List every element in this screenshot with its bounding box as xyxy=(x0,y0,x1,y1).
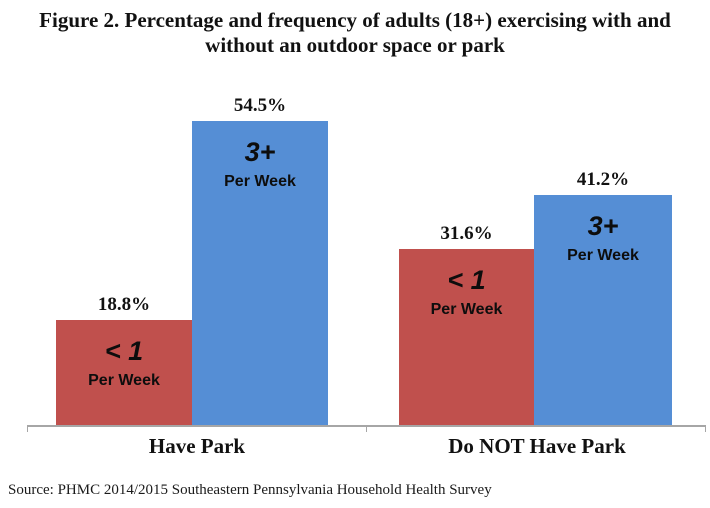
x-axis-tick-middle xyxy=(366,425,367,432)
bar-frequency-sublabel: Per Week xyxy=(224,173,296,191)
bar-frequency-sublabel: Per Week xyxy=(567,247,639,265)
x-axis-tick-left xyxy=(27,425,28,432)
bar-frequency-label: < 1 xyxy=(104,336,144,366)
bar-frequency-label: < 1 xyxy=(447,265,486,295)
x-axis-tick-right xyxy=(705,425,706,432)
value-label: 31.6% xyxy=(440,223,493,244)
bar-group-have-park-three-plus: 54.5% 3+ Per Week xyxy=(192,80,328,425)
chart-title: Figure 2. Percentage and frequency of ad… xyxy=(39,8,671,57)
value-label: 41.2% xyxy=(576,169,630,190)
bar-less-than-1-no-park: < 1 Per Week xyxy=(399,249,534,425)
bar-group-have-park-less-than-1: 18.8% < 1 Per Week xyxy=(56,80,192,425)
bar-frequency-label: 3+ xyxy=(244,137,276,167)
value-label: 18.8% xyxy=(97,294,151,315)
bar-frequency-sublabel: Per Week xyxy=(88,372,160,390)
bar-three-plus-have-park: 3+ Per Week xyxy=(192,121,328,425)
bar-group-no-park-three-plus: 41.2% 3+ Per Week xyxy=(534,80,672,425)
bar-less-than-1-have-park: < 1 Per Week xyxy=(56,320,192,425)
bar-frequency-sublabel: Per Week xyxy=(430,301,503,319)
bar-group-no-park-less-than-1: 31.6% < 1 Per Week xyxy=(399,80,534,425)
plot-area: 18.8% < 1 Per Week 54.5% 3+ Per Week 31.… xyxy=(27,80,706,432)
category-label-have-park: Have Park xyxy=(148,434,246,458)
value-label: 54.5% xyxy=(233,95,287,116)
source-note: Source: PHMC 2014/2015 Southeastern Penn… xyxy=(8,482,492,498)
bar-three-plus-no-park: 3+ Per Week xyxy=(534,195,672,425)
category-label-do-not-have-park: Do NOT Have Park xyxy=(448,434,626,458)
bar-frequency-label: 3+ xyxy=(587,211,619,241)
